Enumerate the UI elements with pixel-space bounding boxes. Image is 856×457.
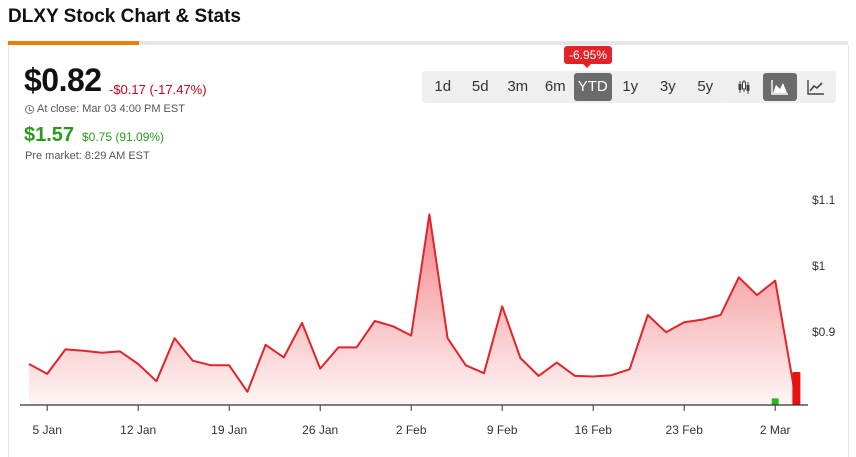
active-tab-indicator [8, 41, 139, 45]
pre-market-change: $0.75 (91.09%) [82, 130, 165, 144]
range-tab-5d[interactable]: 5d [471, 78, 489, 95]
chart-card [8, 45, 849, 457]
last-price: $0.82 [24, 62, 102, 98]
range-tab-5y[interactable]: 5y [697, 78, 714, 95]
volume-bar [792, 372, 801, 405]
range-tab-1y[interactable]: 1y [622, 78, 639, 95]
range-selector: 1d 5d 3m 6m YTD 1y 3y 5y [422, 71, 726, 103]
clock-icon [25, 104, 34, 114]
y-tick-label: $0.9 [812, 325, 836, 339]
x-tick-label: 26 Jan [302, 423, 338, 437]
mountain-icon [771, 80, 788, 95]
x-tick-label: 5 Jan [33, 423, 62, 437]
price-change: -$0.17 (-17.47%) [109, 82, 207, 97]
pre-market-time: Pre market: 8:29 AM EST [25, 150, 150, 162]
ytd-change-badge: -6.95% [564, 46, 613, 68]
page-title: DLXY Stock Chart & Stats [8, 6, 241, 27]
range-tab-1d[interactable]: 1d [434, 78, 452, 95]
price-area [29, 214, 794, 405]
x-tick-label: 2 Mar [760, 423, 791, 437]
range-tab-ytd[interactable]: YTD [574, 73, 612, 101]
candlestick-icon [738, 80, 750, 94]
range-tab-3y[interactable]: 3y [659, 78, 676, 95]
line-chart-button[interactable] [799, 73, 833, 101]
volume-bar [771, 398, 779, 405]
range-tab-6m[interactable]: 6m [544, 78, 566, 95]
x-tick-label: 19 Jan [211, 423, 247, 437]
y-tick-label: $1.1 [812, 193, 836, 207]
price-line [28, 213, 795, 393]
y-tick-label: $1 [812, 259, 826, 273]
chart-type-selector [724, 71, 836, 103]
x-tick-label: 2 Feb [396, 423, 427, 437]
close-time: At close: Mar 03 4:00 PM EST [25, 103, 185, 115]
x-tick-label: 23 Feb [666, 423, 704, 437]
section-tab-track [8, 41, 848, 45]
line-chart-icon [807, 80, 824, 95]
candlestick-button[interactable] [727, 73, 761, 101]
x-tick-label: 12 Jan [120, 423, 156, 437]
mountain-button[interactable] [763, 73, 797, 101]
range-tab-3m[interactable]: 3m [507, 78, 529, 95]
close-time-label: At close: Mar 03 4:00 PM EST [37, 103, 185, 115]
x-tick-label: 9 Feb [487, 423, 518, 437]
pre-market-price: $1.57 [24, 124, 75, 146]
x-tick-label: 16 Feb [575, 423, 613, 437]
